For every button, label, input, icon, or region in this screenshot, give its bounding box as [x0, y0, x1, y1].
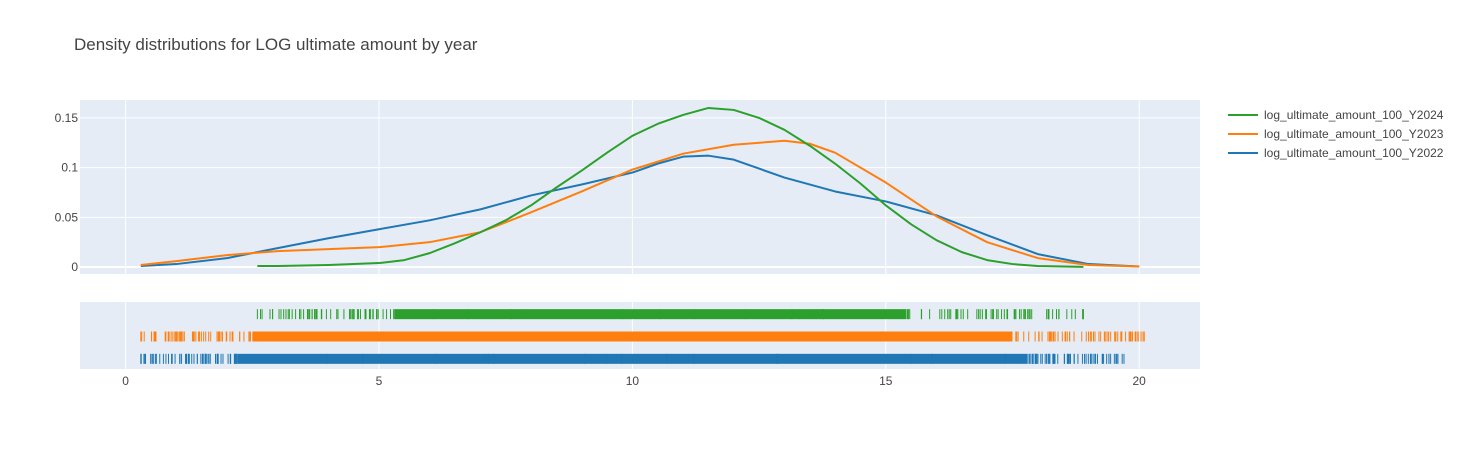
rug-dense-band [252, 331, 1013, 342]
x-tick-label: 15 [879, 374, 893, 388]
chart-title: Density distributions for LOG ultimate a… [74, 35, 478, 54]
rug-row [140, 331, 1145, 342]
rug-marks [140, 309, 1145, 364]
y-tick-label: 0.15 [55, 111, 79, 125]
legend-label: log_ultimate_amount_100_Y2022 [1264, 146, 1444, 160]
x-tick-label: 10 [626, 374, 640, 388]
rug-dense-band [394, 309, 907, 320]
density-series-line [140, 139, 1140, 268]
density-series-line [257, 106, 1084, 268]
x-tick-label: 20 [1133, 374, 1147, 388]
rug-row [256, 309, 1084, 320]
y-tick-label: 0.1 [61, 161, 78, 175]
legend-item[interactable]: log_ultimate_amount_100_Y2023 [1228, 127, 1444, 141]
rug-row [140, 353, 1125, 364]
y-tick-label: 0.05 [55, 210, 79, 224]
legend-item[interactable]: log_ultimate_amount_100_Y2024 [1228, 108, 1444, 122]
x-tick-label: 0 [122, 374, 129, 388]
legend-label: log_ultimate_amount_100_Y2023 [1264, 127, 1444, 141]
y-tick-label: 0 [71, 260, 78, 274]
legend-label: log_ultimate_amount_100_Y2024 [1264, 108, 1444, 122]
main-plot-area [80, 100, 1200, 274]
legend-item[interactable]: log_ultimate_amount_100_Y2022 [1228, 146, 1444, 160]
x-tick-label: 5 [376, 374, 383, 388]
density-lines [140, 106, 1140, 268]
axis-labels: 0 0.05 0.1 0.15 0 5 10 15 20 [55, 111, 1147, 388]
density-series-line [140, 154, 1140, 268]
rug-dense-band [237, 353, 1028, 364]
legend[interactable]: log_ultimate_amount_100_Y2024 log_ultimat… [1228, 108, 1444, 160]
